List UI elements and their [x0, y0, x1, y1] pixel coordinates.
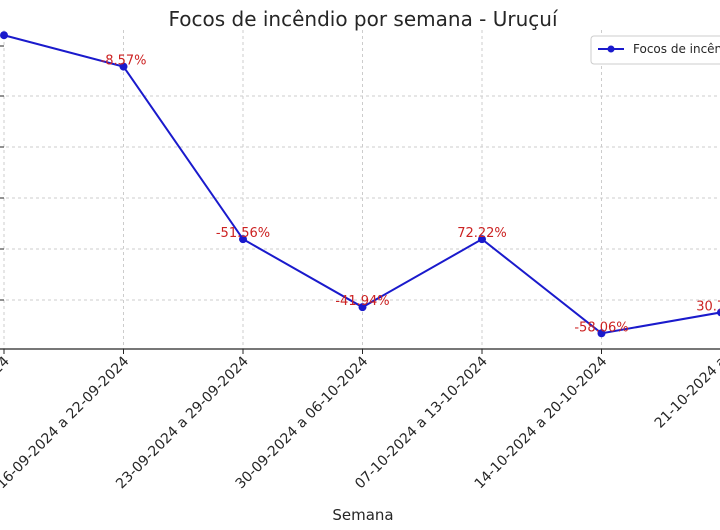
x-tick-label: 30-09-2024 a 06-10-2024	[233, 353, 372, 492]
data-label: -8.57%	[101, 54, 147, 69]
x-axis-label: Semana	[332, 506, 393, 524]
chart-title: Focos de incêndio por semana - Uruçuí	[168, 7, 558, 31]
x-tick-label: 07-10-2024 a 13-10-2024	[352, 353, 491, 492]
data-point	[478, 235, 486, 244]
data-label: 72.22%	[457, 226, 507, 241]
legend-box	[590, 35, 720, 65]
x-tick-label: 16-09-2024 a 22-09-2024	[0, 353, 132, 492]
data-label: -58.06%	[574, 320, 628, 335]
data-point	[0, 31, 8, 40]
x-tick-label: 14-10-2024 a 20-10-2024	[472, 353, 611, 492]
data-label: -51.56%	[216, 226, 270, 241]
data-label: -41.94%	[335, 294, 389, 309]
series-points	[0, 31, 720, 338]
x-tick-label: a 15-09-2024	[0, 353, 13, 431]
legend: Focos de incêndio	[590, 35, 720, 65]
data-label: 30.77%	[696, 299, 720, 314]
legend-marker	[607, 45, 615, 53]
data-point	[358, 303, 367, 312]
grid-lines	[0, 30, 720, 350]
data-point	[119, 62, 128, 71]
data-labels: -8.57% -51.56% -41.94% 72.22% -58.06% 30.77%	[101, 54, 720, 336]
x-tick-label: 23-09-2024 a 29-09-2024	[113, 353, 252, 492]
data-point	[239, 235, 247, 244]
data-point	[717, 308, 720, 317]
legend-label: Focos de incêndio	[633, 42, 720, 56]
x-tick-label: 21-10-2024 a	[652, 354, 720, 432]
data-point	[597, 329, 606, 338]
